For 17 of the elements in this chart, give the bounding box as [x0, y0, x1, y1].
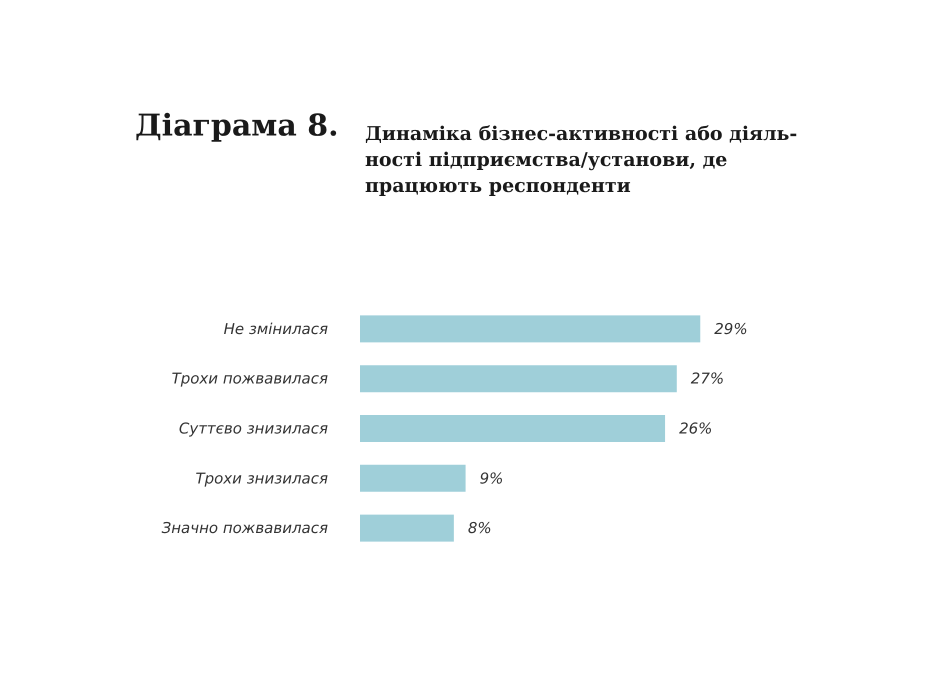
bar	[360, 415, 666, 442]
bar	[360, 464, 466, 492]
data-label: 29%	[714, 320, 748, 338]
data-label: 9%	[480, 469, 504, 488]
bar	[360, 365, 677, 392]
chart-title: Діаграма 8.	[135, 108, 339, 144]
y-tick-label: Трохи знизилася	[195, 469, 328, 488]
bar	[360, 315, 700, 342]
data-label: 8%	[468, 519, 492, 538]
data-label: 27%	[690, 370, 724, 388]
y-tick-label: Значно пожвавилася	[162, 519, 328, 538]
chart-subtitle: Динаміка бізнес-активності або діяль- ності підприємства/установи, де працюють респонденти	[365, 123, 798, 197]
y-tick-label: Не змінилася	[224, 320, 328, 338]
data-label: 26%	[679, 420, 712, 438]
y-tick-label: Трохи пожвавилася	[172, 370, 328, 388]
y-tick-label: Суттєво знизилася	[178, 420, 328, 438]
bar	[360, 514, 454, 542]
